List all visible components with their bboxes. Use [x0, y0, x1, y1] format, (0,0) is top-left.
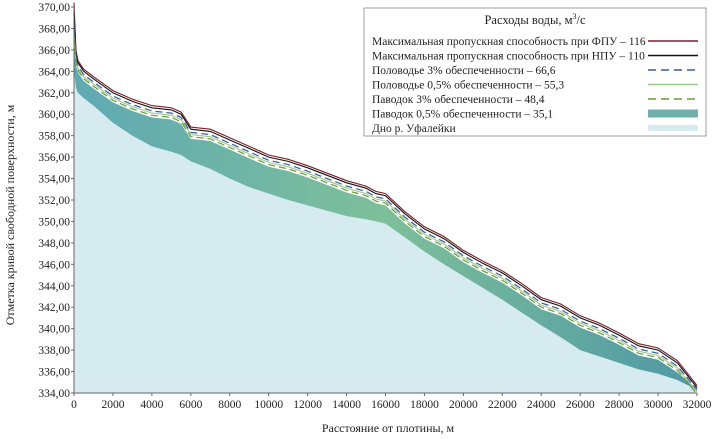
y-tick-label: 360,00	[38, 109, 70, 121]
x-tick-label: 10000	[254, 399, 283, 411]
x-tick-label: 20000	[449, 399, 478, 411]
x-tick-label: 8000	[218, 399, 241, 411]
x-axis-label: Расстояние от плотины, м	[322, 421, 455, 435]
x-tick-label: 28000	[605, 399, 634, 411]
legend-label-4: Половодье 0,5% обеспеченности – 55,3	[372, 80, 564, 92]
series-line-2	[73, 9, 698, 388]
x-tick-label: 14000	[332, 399, 361, 411]
plot-fills	[74, 41, 697, 394]
x-tick-label: 4000	[140, 399, 163, 411]
legend: Расходы воды, м3/с Максимальная пропускн…	[363, 7, 707, 137]
series-line-3	[73, 26, 698, 391]
y-tick-label: 354,00	[38, 174, 70, 186]
x-tick-label: 12000	[293, 399, 322, 411]
y-tick-label: 366,00	[38, 45, 70, 57]
x-tick-label: 2000	[101, 399, 124, 411]
y-tick-label: 348,00	[38, 238, 70, 250]
x-axis-ticks: 0 2000 4000 6000 8000 10000 12000 14000 16000 180…	[71, 393, 712, 411]
y-tick-label: 342,00	[38, 302, 70, 314]
y-tick-label: 364,00	[38, 66, 70, 78]
x-tick-label: 32000	[683, 399, 712, 411]
legend-label-5: Паводок 3% обеспеченности – 48,4	[372, 94, 545, 106]
y-tick-label: 334,00	[38, 388, 70, 400]
y-tick-label: 346,00	[38, 259, 70, 271]
legend-swatch-6	[648, 109, 698, 118]
legend-label-1: Максимальная пропускная способность при …	[372, 36, 646, 48]
x-tick-label: 26000	[566, 399, 595, 411]
legend-items: Максимальная пропускная способность при …	[372, 36, 698, 135]
y-tick-label: 358,00	[38, 131, 70, 143]
x-tick-label: 0	[71, 399, 77, 411]
legend-label-6: Паводок 0,5% обеспеченности – 35,1	[372, 109, 553, 121]
y-tick-label: 356,00	[38, 152, 70, 164]
flood-band-area	[74, 41, 697, 390]
x-tick-label: 18000	[410, 399, 439, 411]
y-tick-label: 368,00	[38, 23, 70, 35]
y-axis-ticks: 334,00 336,00 338,00 340,00 342,00 344,00 346,…	[38, 2, 74, 400]
y-tick-label: 336,00	[38, 367, 70, 379]
y-tick-label: 338,00	[38, 345, 70, 357]
legend-swatch-7	[648, 125, 698, 131]
y-tick-label: 352,00	[38, 195, 70, 207]
plot-lines	[73, 2, 698, 395]
x-tick-label: 6000	[179, 399, 202, 411]
legend-label-7: Дно р. Уфалейки	[372, 123, 456, 135]
x-tick-label: 16000	[371, 399, 400, 411]
legend-label-2: Максимальная пропускная способность при …	[372, 51, 645, 63]
legend-label-3: Половодье 3% обеспеченности – 66,6	[372, 65, 556, 77]
x-tick-label: 30000	[644, 399, 673, 411]
y-tick-label: 350,00	[38, 216, 70, 228]
series-line-5	[73, 36, 698, 395]
series-line-4	[73, 32, 698, 393]
x-tick-label: 24000	[527, 399, 556, 411]
series-line-1	[73, 2, 698, 386]
y-tick-label: 362,00	[38, 88, 70, 100]
y-axis-label: Отметка кривой свободной поверхности, м	[3, 104, 17, 325]
riverbed-area	[74, 71, 697, 394]
x-tick-label: 22000	[488, 399, 517, 411]
legend-title: Расходы воды, м3/с	[484, 12, 586, 27]
y-tick-label: 344,00	[38, 281, 70, 293]
y-tick-label: 370,00	[38, 2, 70, 14]
y-tick-label: 340,00	[38, 324, 70, 336]
